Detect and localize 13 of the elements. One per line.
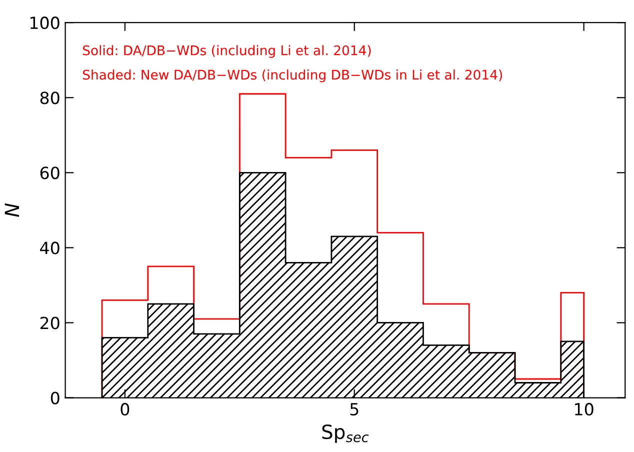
x-axis-title: Sp$_{sec}$ bbox=[322, 424, 369, 443]
y-tick-label: 0 bbox=[50, 392, 60, 404]
x-tick-label: 0 bbox=[120, 402, 130, 416]
y-tick-label: 60 bbox=[40, 166, 60, 180]
y-tick-label: 20 bbox=[40, 316, 60, 330]
y-axis-title: N bbox=[4, 203, 20, 217]
annotation: Solid: DA/DB−WDs (including Li et al. 2014) bbox=[82, 45, 371, 58]
y-tick-label: 40 bbox=[40, 242, 60, 254]
x-tick-label: 10 bbox=[575, 402, 594, 416]
annotation: Shaded: New DA/DB−WDs (including DB−WDs in Li et al. 2014) bbox=[82, 69, 502, 82]
y-tick-label: 100 bbox=[30, 16, 60, 30]
x-tick-label: 5 bbox=[350, 403, 358, 416]
y-tick-label: 80 bbox=[40, 92, 60, 104]
